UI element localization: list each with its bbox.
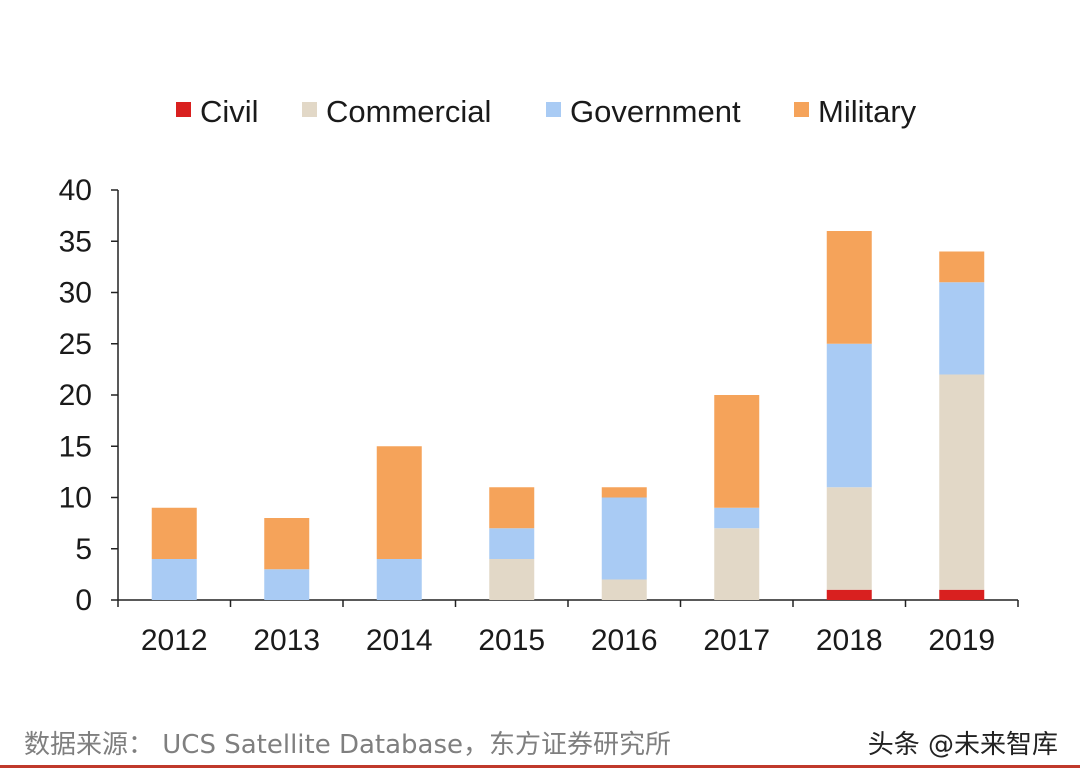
bar-military-2013 bbox=[264, 518, 310, 570]
x-tick-label: 2013 bbox=[253, 624, 320, 657]
bar-government-2019 bbox=[939, 282, 985, 375]
y-tick-label: 30 bbox=[59, 277, 92, 310]
legend-label-civil: Civil bbox=[200, 94, 259, 129]
bar-military-2012 bbox=[151, 507, 197, 559]
bar-government-2012 bbox=[151, 559, 197, 600]
bar-government-2015 bbox=[489, 528, 535, 559]
legend-swatch-civil bbox=[176, 102, 191, 117]
bar-commercial-2015 bbox=[489, 559, 535, 600]
bar-military-2019 bbox=[939, 251, 985, 283]
x-tick-label: 2015 bbox=[478, 624, 545, 657]
bar-military-2017 bbox=[714, 395, 760, 508]
y-tick-label: 5 bbox=[75, 533, 92, 566]
legend-label-military: Military bbox=[818, 94, 917, 129]
x-tick-label: 2018 bbox=[816, 624, 883, 657]
x-tick-label: 2012 bbox=[141, 624, 208, 657]
x-tick-label: 2019 bbox=[928, 624, 995, 657]
legend-label-government: Government bbox=[570, 94, 741, 129]
x-tick-label: 2017 bbox=[703, 624, 770, 657]
bar-government-2014 bbox=[376, 559, 422, 600]
watermark: 头条 @未来智库 bbox=[867, 730, 1058, 760]
bottom-divider bbox=[0, 765, 1080, 768]
bar-civil-2018 bbox=[826, 589, 872, 600]
legend-swatch-government bbox=[546, 102, 561, 117]
legend-label-commercial: Commercial bbox=[326, 94, 491, 129]
bar-government-2013 bbox=[264, 569, 310, 600]
y-tick-label: 10 bbox=[59, 482, 92, 515]
y-tick-label: 20 bbox=[59, 379, 92, 412]
bar-military-2016 bbox=[601, 487, 647, 498]
bar-commercial-2017 bbox=[714, 528, 760, 600]
x-tick-label: 2014 bbox=[366, 624, 433, 657]
x-tick-label: 2016 bbox=[591, 624, 658, 657]
bar-commercial-2018 bbox=[826, 487, 872, 590]
bar-government-2018 bbox=[826, 343, 872, 488]
source-note: 数据来源： UCS Satellite Database，东方证券研究所 bbox=[24, 730, 672, 760]
bar-government-2017 bbox=[714, 507, 760, 529]
y-tick-label: 35 bbox=[59, 225, 92, 258]
bar-military-2015 bbox=[489, 487, 535, 529]
bar-commercial-2019 bbox=[939, 374, 985, 590]
bar-civil-2019 bbox=[939, 589, 985, 600]
legend-swatch-commercial bbox=[302, 102, 317, 117]
bar-military-2014 bbox=[376, 446, 422, 559]
legend-swatch-military bbox=[794, 102, 809, 117]
bar-government-2016 bbox=[601, 497, 647, 580]
y-tick-label: 25 bbox=[59, 328, 92, 361]
y-tick-label: 40 bbox=[59, 174, 92, 207]
bar-commercial-2016 bbox=[601, 579, 647, 600]
bar-military-2018 bbox=[826, 231, 872, 344]
y-tick-label: 15 bbox=[59, 430, 92, 463]
y-tick-label: 0 bbox=[75, 584, 92, 617]
